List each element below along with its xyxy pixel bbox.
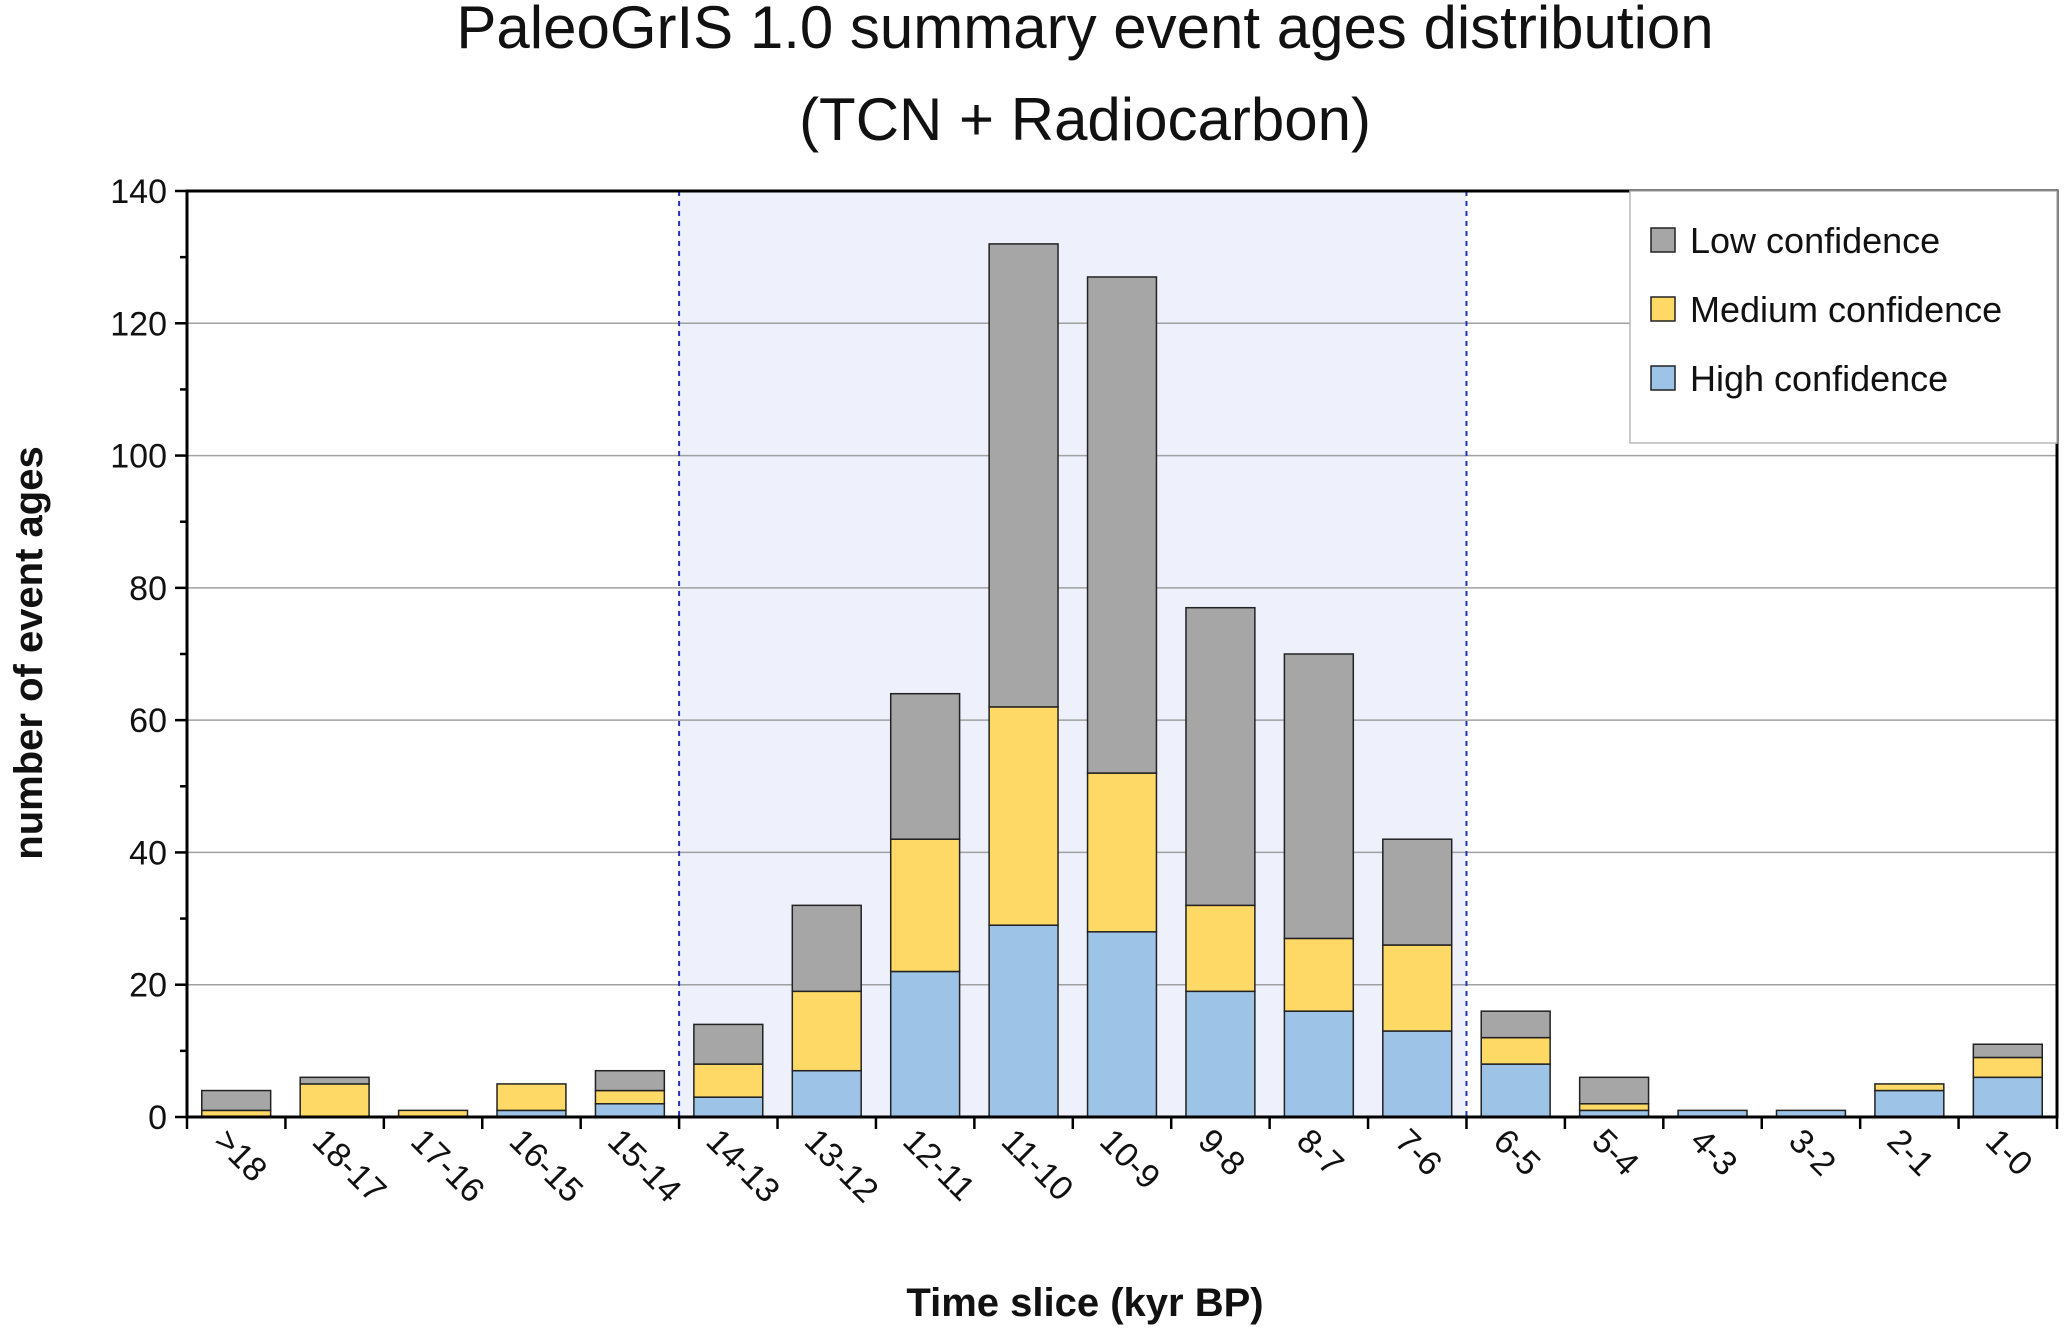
x-tick-label: 14-13 — [699, 1122, 787, 1210]
bar-low-confidence-8-7 — [1283, 653, 1355, 940]
x-tick-label: 3-2 — [1781, 1122, 1843, 1184]
y-tick-label: 80 — [129, 570, 167, 608]
x-tick-label: 16-15 — [502, 1122, 590, 1210]
bar-high-confidence-2-1 — [1874, 1089, 1945, 1118]
x-axis-label: Time slice (kyr BP) — [906, 1281, 1263, 1325]
legend-label-high-confidence: High confidence — [1690, 358, 1948, 399]
legend: Low confidence Medium confidence High conf… — [1629, 190, 2058, 444]
x-tick-label: 8-7 — [1289, 1122, 1351, 1184]
y-tick-label: 20 — [129, 967, 167, 1005]
bar-high-confidence-1-0 — [1972, 1076, 2043, 1118]
x-tick-label: 17-16 — [403, 1122, 491, 1210]
bar-high-confidence-7-6 — [1382, 1030, 1453, 1118]
x-tick-label: 6-5 — [1486, 1122, 1548, 1184]
axes — [175, 189, 2059, 1129]
bar-low-confidence-1-0 — [1972, 1043, 2043, 1059]
bar-low-confidence-10-9 — [1086, 276, 1158, 774]
bar-high-confidence-8-7 — [1283, 1010, 1355, 1118]
x-tick-label: 11-10 — [994, 1122, 1081, 1209]
bar-medium-confidence-18-17 — [299, 1083, 370, 1118]
chart-subtitle: (TCN + Radiocarbon) — [799, 86, 1371, 153]
x-tick-label: 12-11 — [896, 1122, 983, 1209]
bar-medium-confidence-14-13 — [693, 1063, 764, 1098]
x-tick-label: 4-3 — [1683, 1122, 1745, 1184]
legend-swatch-medium-confidence — [1650, 296, 1676, 322]
y-tick-label: 140 — [110, 173, 167, 211]
bar-low-confidence-6-5 — [1480, 1010, 1551, 1039]
bar-high-confidence-11-10 — [988, 924, 1059, 1118]
bar-low-confidence-5-4 — [1578, 1076, 1650, 1105]
bar-medium-confidence-2-1 — [1874, 1083, 1945, 1092]
bar-low-confidence-9-8 — [1185, 606, 1256, 907]
bar-low-confidence-14-13 — [693, 1023, 764, 1065]
legend-label-medium-confidence: Medium confidence — [1690, 289, 2002, 330]
x-tick-label: >18 — [207, 1122, 275, 1190]
bar-medium-confidence-16-15 — [496, 1083, 567, 1112]
bar-high-confidence-12-11 — [889, 970, 961, 1118]
bar-medium-confidence-5-4 — [1578, 1103, 1650, 1112]
bar-high-confidence-15-14 — [594, 1103, 666, 1118]
bar-medium-confidence-12-11 — [889, 838, 961, 973]
bar-medium-confidence-7-6 — [1382, 944, 1453, 1032]
bar-low-confidence-15-14 — [594, 1069, 666, 1092]
bar-low-confidence-11-10 — [988, 243, 1059, 708]
y-tick-label: 60 — [129, 702, 167, 740]
bar-high-confidence-6-5 — [1480, 1063, 1551, 1118]
x-tick-label: 7-6 — [1388, 1122, 1450, 1184]
x-tick-label: 13-12 — [797, 1122, 885, 1210]
legend-swatch-high-confidence — [1650, 365, 1676, 391]
x-tick-label: 9-8 — [1191, 1122, 1253, 1184]
bar-medium-confidence-13-12 — [791, 990, 862, 1072]
y-tick-label: 100 — [110, 438, 167, 476]
bar-low-confidence->18 — [201, 1089, 272, 1112]
bar-high-confidence-14-13 — [693, 1096, 764, 1118]
bar-medium-confidence-1-0 — [1972, 1056, 2043, 1079]
bar-low-confidence-7-6 — [1382, 838, 1453, 946]
x-tick-label: 18-17 — [305, 1122, 393, 1210]
x-tick-label: 15-14 — [600, 1122, 688, 1210]
bar-high-confidence-9-8 — [1185, 990, 1256, 1118]
legend-label-low-confidence: Low confidence — [1690, 220, 1940, 261]
bar-medium-confidence-8-7 — [1283, 937, 1355, 1012]
y-tick-label: 40 — [129, 834, 167, 872]
y-tick-label: 120 — [110, 305, 167, 343]
bar-medium-confidence-10-9 — [1086, 772, 1158, 933]
bar-medium-confidence-15-14 — [594, 1089, 666, 1105]
bar-low-confidence-13-12 — [791, 904, 862, 993]
y-axis-label: number of event ages — [7, 446, 51, 859]
bar-low-confidence-18-17 — [299, 1076, 370, 1085]
x-tick-label: 1-0 — [1978, 1122, 2040, 1184]
bars — [201, 243, 2043, 1118]
x-tick-label: 10-9 — [1092, 1122, 1167, 1197]
chart-title: PaleoGrIS 1.0 summary event ages distrib… — [456, 0, 1713, 61]
bar-medium-confidence-11-10 — [988, 706, 1059, 926]
bar-high-confidence-13-12 — [791, 1069, 862, 1118]
bar-medium-confidence-9-8 — [1185, 904, 1256, 993]
bar-low-confidence-12-11 — [889, 692, 961, 840]
x-tick-labels: >18 18-17 17-16 16-15 15-14 14-13 13-12 12-11 11… — [207, 1122, 2040, 1210]
x-tick-label: 2-1 — [1880, 1122, 1942, 1184]
y-tick-label: 0 — [148, 1099, 167, 1137]
bar-medium-confidence-6-5 — [1480, 1036, 1551, 1065]
x-tick-label: 5-4 — [1584, 1122, 1646, 1184]
bar-high-confidence-10-9 — [1086, 931, 1158, 1118]
legend-box — [1629, 190, 2058, 444]
legend-swatch-low-confidence — [1650, 227, 1676, 253]
y-tick-labels: 0 20 40 60 80 100 120 140 — [110, 173, 167, 1137]
